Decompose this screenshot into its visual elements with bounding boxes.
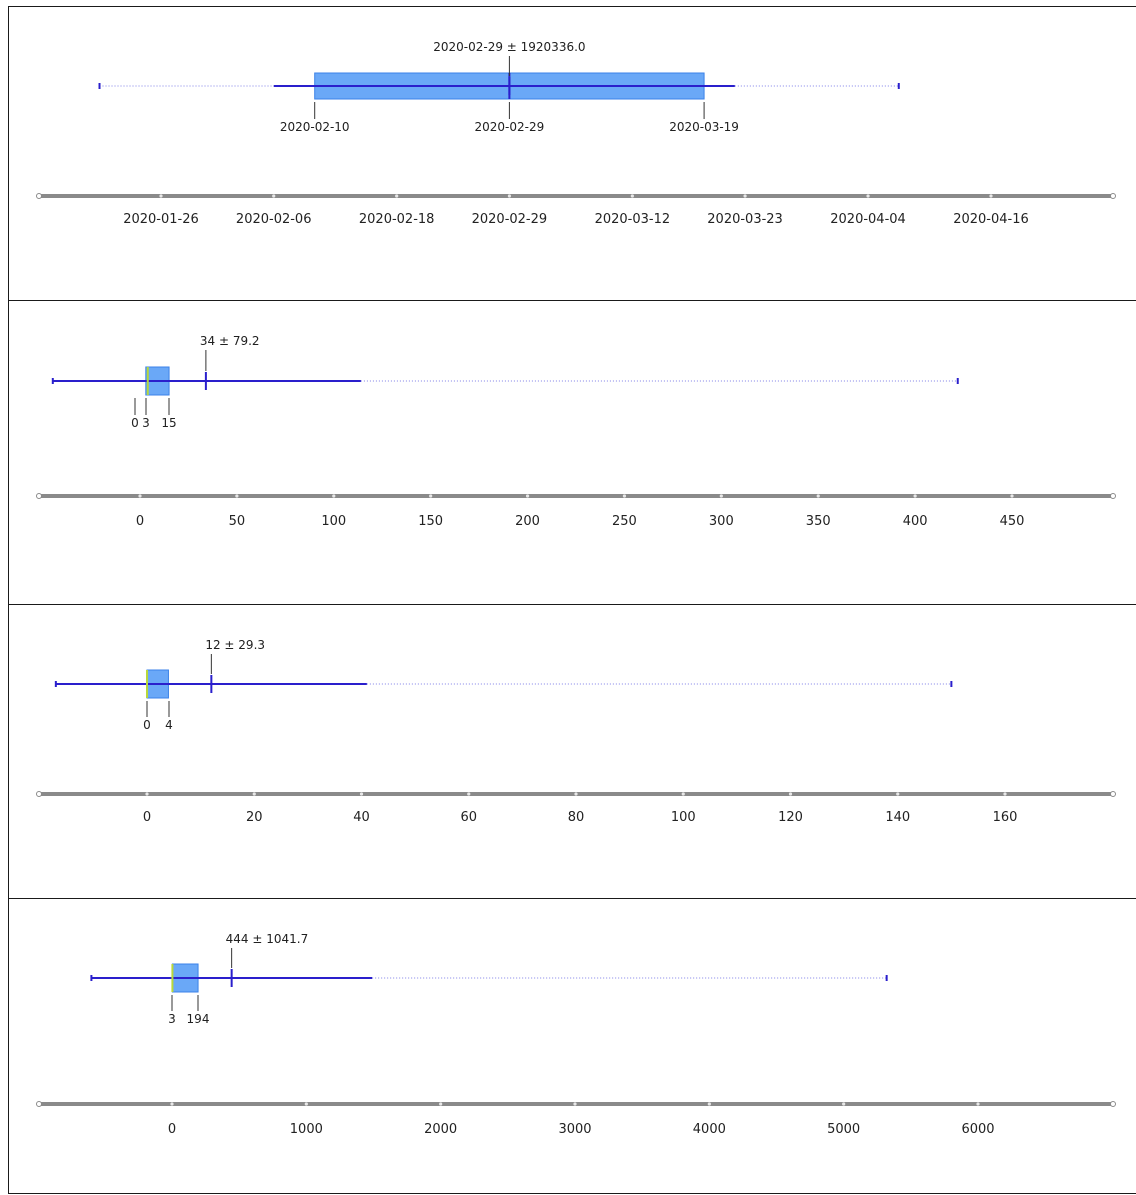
axis-tick bbox=[439, 1102, 443, 1106]
axis-tick bbox=[235, 494, 239, 498]
stats-label: 34 ± 79.2 bbox=[200, 334, 260, 348]
axis-tick-label: 400 bbox=[903, 514, 928, 529]
axis-tick bbox=[1010, 494, 1014, 498]
axis-tick-label: 0 bbox=[136, 514, 144, 529]
axis-tick-label: 2020-03-23 bbox=[707, 212, 783, 227]
boxplot-panel-3: 0 20 40 60 80 100 120 140 160 12 ± 29.3 0 4 bbox=[8, 604, 1136, 899]
axis-tick bbox=[573, 1102, 577, 1106]
axis-tick-label: 2020-04-04 bbox=[830, 212, 906, 227]
box-label: 4 bbox=[165, 718, 173, 732]
axis-tick-label: 300 bbox=[709, 514, 734, 529]
axis-tick bbox=[429, 494, 433, 498]
axis-tick-label: 0 bbox=[143, 810, 151, 825]
axis-tick bbox=[622, 494, 627, 498]
axis-end-left bbox=[36, 791, 42, 797]
axis-tick-label: 200 bbox=[515, 514, 540, 529]
boxplot-panel-1: 2020-01-26 2020-02-06 2020-02-18 2020-02-29… bbox=[8, 6, 1136, 301]
axis-tick bbox=[359, 792, 364, 796]
axis-tick bbox=[574, 792, 578, 796]
axis-tick bbox=[252, 792, 256, 796]
axis-tick-label: 4000 bbox=[693, 1122, 726, 1137]
axis-tick bbox=[159, 194, 163, 198]
stats-label: 12 ± 29.3 bbox=[205, 638, 265, 652]
box-label: 2020-02-10 bbox=[280, 120, 350, 134]
stats-label: 444 ± 1041.7 bbox=[226, 932, 309, 946]
axis-tick bbox=[138, 494, 142, 498]
axis-tick bbox=[1003, 792, 1007, 796]
axis-tick-label: 80 bbox=[568, 810, 585, 825]
axis-tick bbox=[976, 1102, 980, 1106]
axis-tick-label: 2020-02-29 bbox=[472, 212, 548, 227]
axis-tick-label: 40 bbox=[353, 810, 370, 825]
axis-tick bbox=[272, 194, 276, 198]
axis-tick bbox=[719, 494, 723, 498]
axis-end-right bbox=[1110, 193, 1116, 199]
axis-tick bbox=[896, 792, 900, 796]
axis-tick bbox=[989, 194, 993, 198]
axis-tick bbox=[743, 194, 747, 198]
axis-tick-label: 160 bbox=[993, 810, 1018, 825]
axis-tick-label: 140 bbox=[885, 810, 910, 825]
axis-tick-label: 450 bbox=[1000, 514, 1025, 529]
axis-tick-label: 1000 bbox=[290, 1122, 323, 1137]
axis-tick bbox=[170, 1102, 174, 1106]
axis-tick bbox=[913, 494, 917, 498]
axis-tick-label: 100 bbox=[321, 514, 346, 529]
axis-tick-label: 2020-02-18 bbox=[359, 212, 435, 227]
box-label: 2020-02-29 bbox=[475, 120, 545, 134]
axis-end-right bbox=[1110, 493, 1116, 499]
axis-end-right bbox=[1110, 791, 1116, 797]
axis-end-left bbox=[36, 193, 42, 199]
axis-tick-label: 50 bbox=[229, 514, 246, 529]
box-label: 0 bbox=[131, 416, 139, 430]
axis-tick-label: 0 bbox=[168, 1122, 176, 1137]
axis-end-left bbox=[36, 1101, 42, 1107]
axis-tick bbox=[145, 792, 149, 796]
stats-label: 2020-02-29 ± 1920336.0 bbox=[433, 40, 585, 54]
axis-tick-label: 3000 bbox=[558, 1122, 591, 1137]
boxplot-chart-1: 2020-01-26 2020-02-06 2020-02-18 2020-02-29… bbox=[36, 40, 1116, 227]
axis-tick-label: 2000 bbox=[424, 1122, 457, 1137]
boxplot-panel-2: 0 50 100 150 200 250 300 350 400 450 34 ± 79.2 0 3 15 bbox=[8, 300, 1136, 605]
axis-tick bbox=[707, 1102, 711, 1106]
axis-tick bbox=[467, 792, 471, 796]
axis-tick-label: 350 bbox=[806, 514, 831, 529]
axis-tick-label: 120 bbox=[778, 810, 803, 825]
axis-end-left bbox=[36, 493, 42, 499]
box-label: 3 bbox=[142, 416, 150, 430]
axis-tick-label: 250 bbox=[612, 514, 637, 529]
box-label: 194 bbox=[187, 1012, 210, 1026]
axis-tick-label: 6000 bbox=[961, 1122, 994, 1137]
axis-tick bbox=[866, 194, 870, 198]
box-label: 0 bbox=[143, 718, 151, 732]
axis-tick bbox=[681, 792, 685, 796]
axis-tick bbox=[525, 494, 530, 498]
boxplot-chart-4: 0 1000 2000 3000 4000 5000 6000 444 ± 1041.7 3 19… bbox=[36, 932, 1116, 1137]
axis-tick bbox=[507, 194, 511, 198]
axis-tick-label: 2020-04-16 bbox=[953, 212, 1029, 227]
axis-tick bbox=[304, 1102, 308, 1106]
axis-tick-label: 5000 bbox=[827, 1122, 860, 1137]
axis-end-right bbox=[1110, 1101, 1116, 1107]
axis-tick bbox=[395, 194, 399, 198]
boxplot-panel-4: 0 1000 2000 3000 4000 5000 6000 444 ± 1041.7 3 19… bbox=[8, 898, 1136, 1194]
axis-tick-label: 2020-01-26 bbox=[123, 212, 199, 227]
box-label: 15 bbox=[161, 416, 176, 430]
axis-tick bbox=[788, 792, 793, 796]
axis-tick bbox=[332, 494, 336, 498]
axis-tick bbox=[816, 494, 820, 498]
axis-tick-label: 2020-03-12 bbox=[595, 212, 671, 227]
box-label: 2020-03-19 bbox=[669, 120, 739, 134]
axis-tick-label: 150 bbox=[418, 514, 443, 529]
axis-tick-label: 100 bbox=[671, 810, 696, 825]
axis-tick-label: 20 bbox=[246, 810, 263, 825]
axis-tick bbox=[630, 194, 634, 198]
axis-tick-label: 2020-02-06 bbox=[236, 212, 312, 227]
box-label: 3 bbox=[168, 1012, 176, 1026]
axis-tick bbox=[842, 1102, 846, 1106]
axis-tick-label: 60 bbox=[460, 810, 477, 825]
